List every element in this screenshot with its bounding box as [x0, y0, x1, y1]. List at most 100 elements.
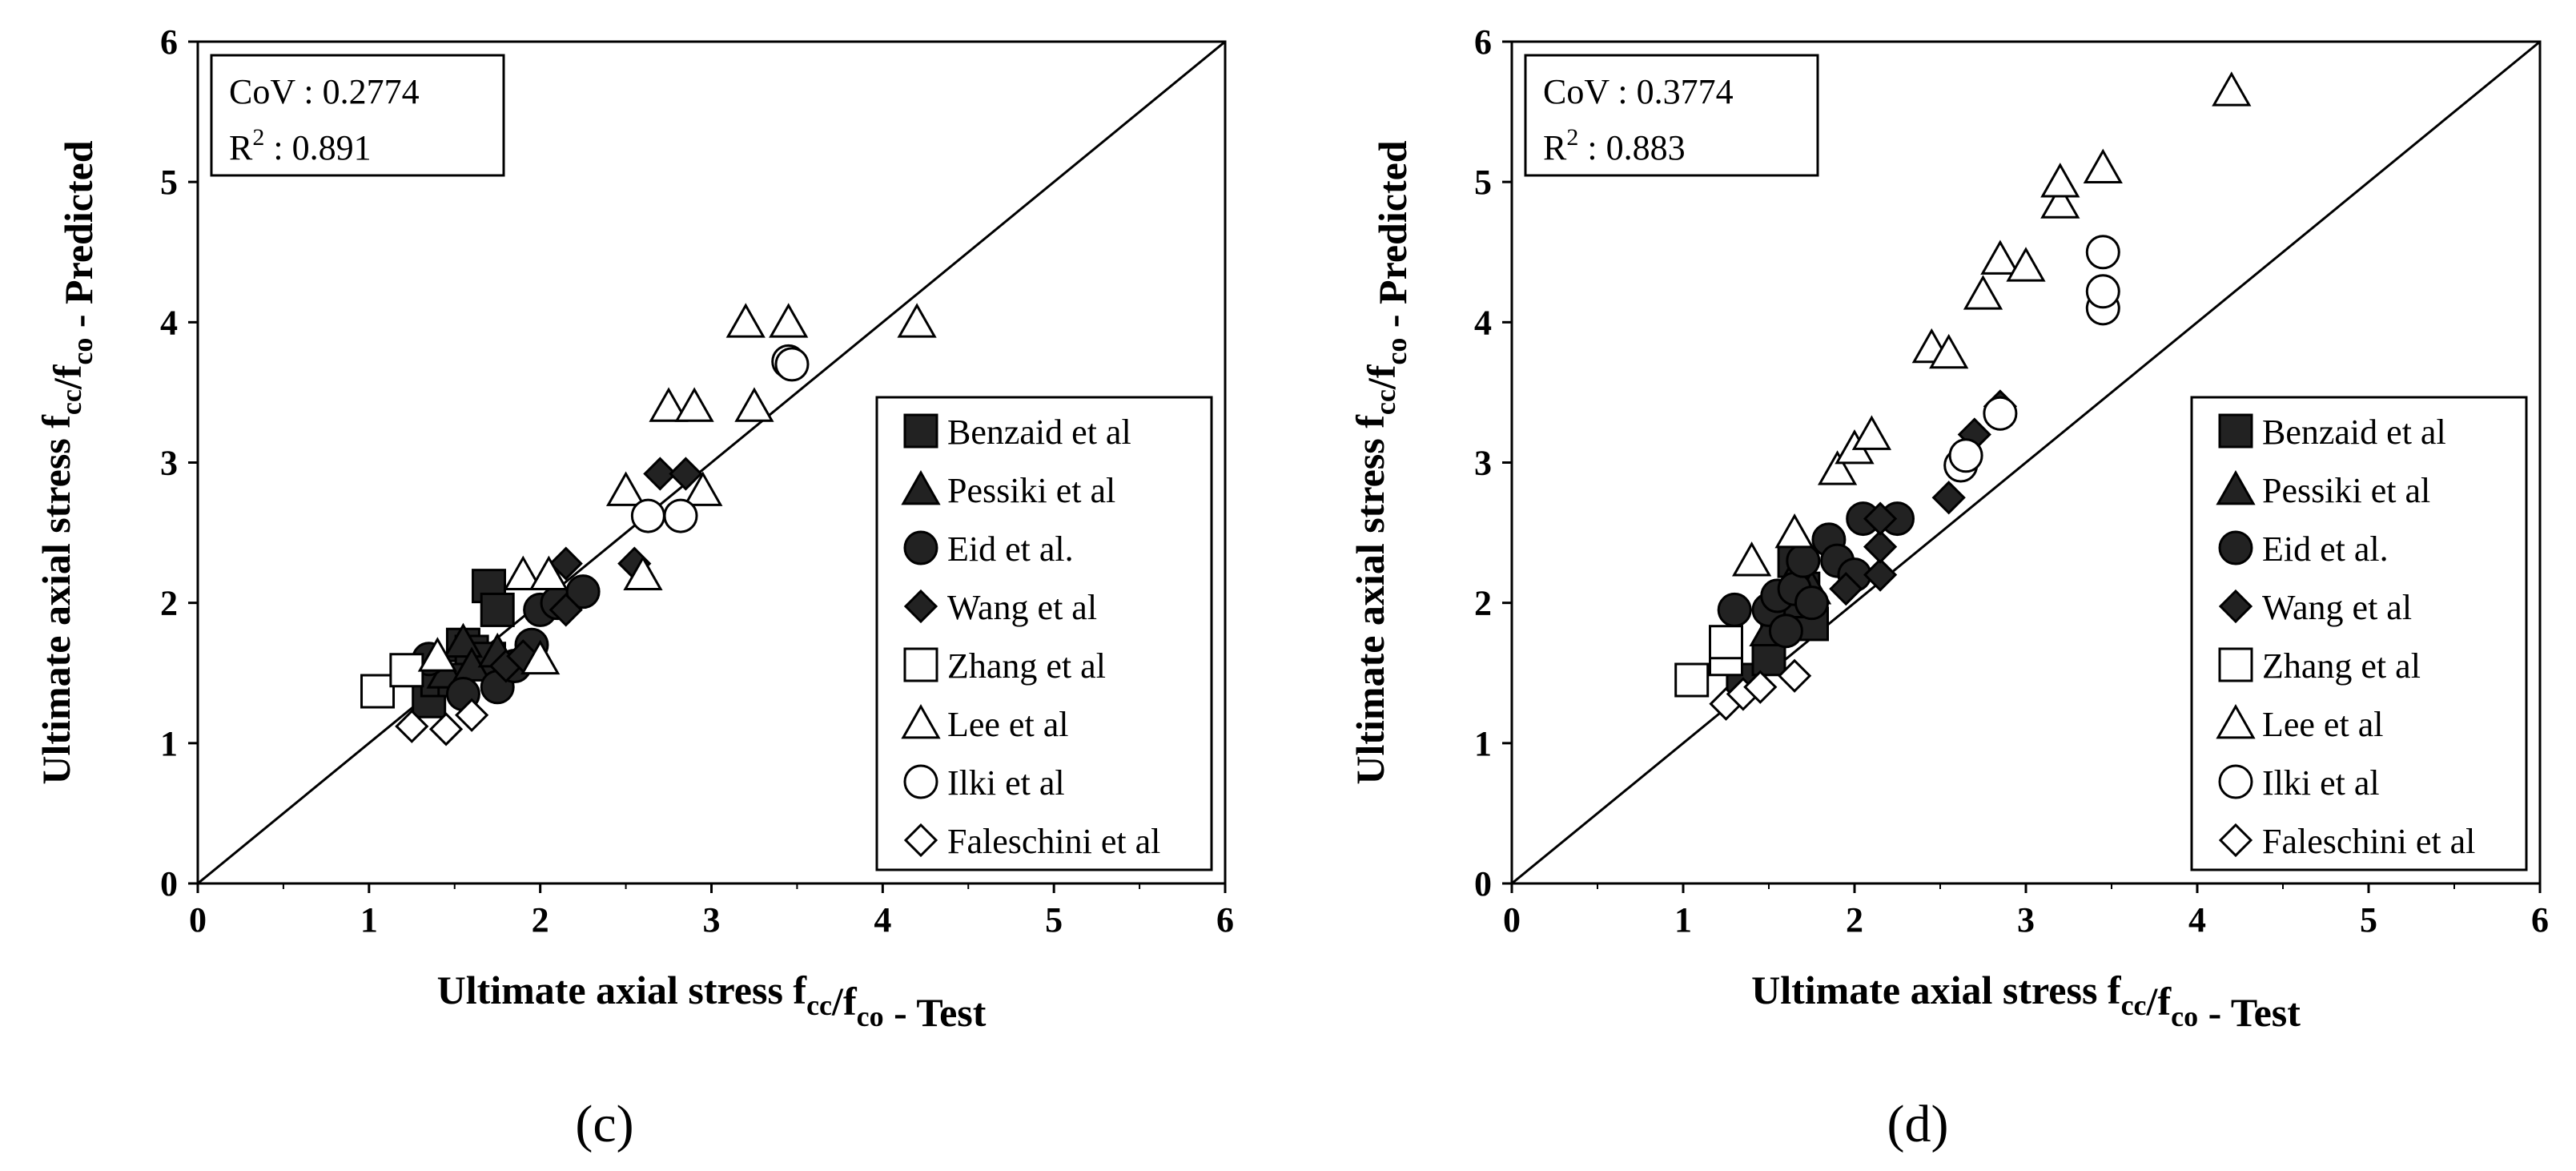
legend-label: Wang et al: [947, 588, 1097, 627]
series-faleschini-et-al: [395, 698, 489, 746]
chart-panel-d: 0 1 2 3 4 5 6 0 1 2 3 4 5 6 CoV : 0.3774 R2 : 0.883 Benz…: [1348, 22, 2549, 1035]
panel-label-d: (d): [1887, 1095, 1949, 1153]
reference-line: [1511, 40, 2541, 885]
data-point: [643, 457, 677, 491]
data-point: [1743, 670, 1778, 704]
data-point: [1863, 529, 1898, 564]
legend-marker: [903, 764, 938, 799]
legend-label: Pessiki et al: [2262, 471, 2430, 510]
series-ilki-et-al: [630, 344, 810, 533]
y-tick-label: 5: [160, 163, 178, 202]
legend-marker: [2216, 469, 2256, 505]
data-point: [2085, 235, 2120, 270]
x-tick-label: 6: [1216, 900, 1234, 940]
data-point: [2006, 247, 2046, 282]
data-point: [630, 498, 665, 533]
legend-label: Faleschini et al: [2262, 822, 2475, 861]
legend-marker: [2218, 530, 2253, 565]
x-tick-label: 3: [2017, 900, 2035, 940]
legend-label: Zhang et al: [2262, 646, 2421, 686]
data-point: [1963, 275, 2003, 310]
data-point: [2212, 71, 2252, 107]
data-point: [1786, 543, 1821, 578]
data-point: [774, 347, 810, 382]
series-wang-et-al: [488, 457, 703, 683]
legend-marker: [903, 589, 938, 624]
data-point: [769, 303, 809, 338]
y-tick-label: 3: [160, 444, 178, 483]
data-point: [683, 471, 723, 506]
y-axis-title: Ultimate axial stress fcc/fco - Predicte…: [34, 140, 101, 784]
legend-marker: [903, 530, 938, 565]
data-point: [605, 471, 646, 506]
x-axis-title: Ultimate axial stress fcc/fco - Test: [437, 968, 987, 1035]
data-point: [1817, 450, 1858, 485]
legend-marker: [2218, 413, 2253, 449]
data-point: [565, 574, 601, 610]
y-axis-title: Ultimate axial stress fcc/fco - Predicte…: [1348, 140, 1415, 784]
data-point: [503, 555, 543, 590]
legend-marker: [2218, 647, 2253, 682]
y-tick-label: 0: [160, 864, 178, 903]
legend-marker: [901, 469, 941, 505]
data-point: [549, 546, 583, 581]
legend-label: Eid et al.: [2262, 529, 2389, 569]
legend-label: Ilki et al: [2262, 763, 2380, 803]
y-tick-label: 4: [160, 303, 178, 342]
y-tick-label: 6: [160, 22, 178, 62]
x-tick-label: 6: [2531, 900, 2549, 940]
y-tick-label: 0: [1474, 864, 1492, 903]
x-tick-label: 4: [2188, 900, 2206, 940]
series-ilki-et-al: [1943, 235, 2120, 483]
data-point: [897, 303, 937, 338]
data-point: [1931, 481, 1966, 515]
legend-label: Benzaid et al: [947, 412, 1131, 452]
r2-text: R2 : 0.891: [229, 124, 372, 167]
stats-box: [1524, 54, 1819, 177]
y-tick-label: 4: [1474, 303, 1492, 342]
data-point: [360, 674, 396, 709]
data-point: [669, 457, 703, 491]
x-tick-label: 0: [189, 900, 207, 940]
x-tick-label: 2: [1846, 900, 1863, 940]
data-point: [1794, 586, 1829, 621]
data-point: [1774, 513, 1814, 549]
data-point: [417, 637, 457, 672]
data-point: [1731, 541, 1772, 577]
data-point: [1709, 625, 1743, 660]
legend-label: Wang et al: [2262, 588, 2412, 627]
data-point: [623, 555, 663, 590]
legend-marker: [903, 647, 938, 682]
series-lee-et-al: [417, 303, 937, 675]
data-point: [1751, 642, 1786, 677]
x-tick-label: 2: [532, 900, 549, 940]
data-point: [1863, 557, 1898, 592]
x-tick-label: 1: [360, 900, 378, 940]
data-point: [395, 709, 429, 743]
x-tick-label: 3: [703, 900, 721, 940]
legend-label: Eid et al.: [947, 529, 1074, 569]
data-point: [1948, 438, 1983, 473]
data-point: [1777, 658, 1812, 693]
data-point: [1851, 415, 1892, 450]
cov-text: CoV : 0.3774: [1543, 72, 1734, 111]
data-point: [649, 387, 689, 422]
data-point: [1980, 239, 2020, 275]
legend-marker: [2218, 764, 2253, 799]
data-point: [725, 303, 766, 338]
x-tick-label: 5: [2360, 900, 2377, 940]
legend-marker: [903, 823, 938, 858]
legend-label: Benzaid et al: [2262, 412, 2446, 452]
legend-label: Pessiki et al: [947, 471, 1115, 510]
data-point: [2083, 148, 2123, 183]
legend-label: Zhang et al: [947, 646, 1106, 686]
data-point: [1829, 572, 1863, 606]
series-zhang-et-al: [1674, 625, 1743, 698]
data-point: [663, 498, 698, 533]
data-point: [1863, 501, 1898, 536]
y-tick-label: 1: [1474, 724, 1492, 763]
legend-marker: [2218, 589, 2253, 624]
data-point: [674, 387, 714, 422]
data-point: [455, 698, 489, 732]
